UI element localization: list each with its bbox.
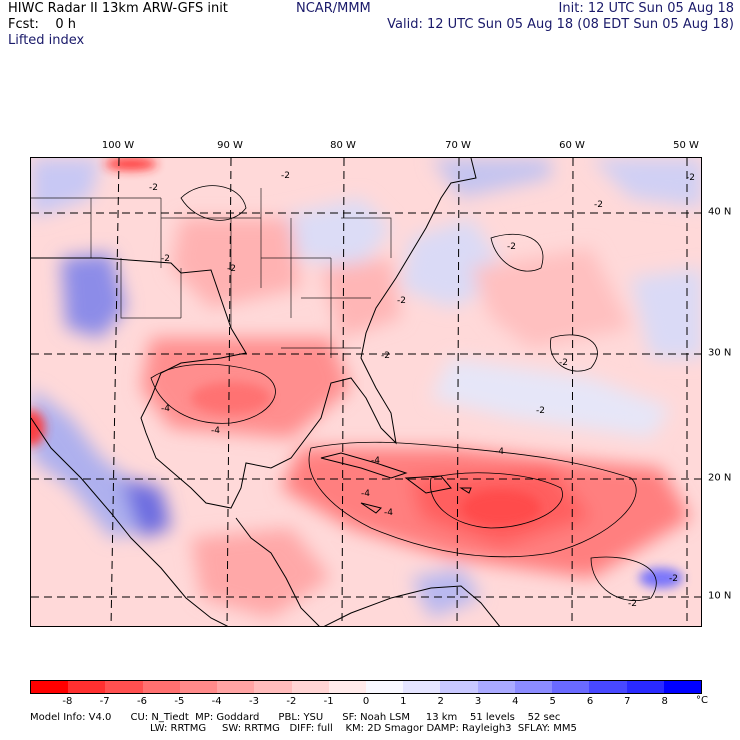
model-info-line1: Model Info: V4.0 CU: N_Tiedt MP: Goddard… (30, 712, 561, 723)
state-borders (31, 188, 392, 358)
graticule (31, 158, 701, 626)
lat-label-20n: 20 N (708, 472, 732, 484)
contour-label: -4 (495, 447, 504, 457)
colorbar-tick-label: -8 (62, 696, 73, 707)
valid-time: Valid: 12 UTC Sun 05 Aug 18 (08 EDT Sun … (387, 17, 734, 32)
colorbar-tick-label: 1 (400, 696, 407, 707)
contour-label-group: -2 -2 -2 -2 -2 -2 -2 -2 -2 -2 -4 -4 -4 -… (149, 171, 695, 609)
colorbar-bin (179, 681, 218, 693)
colorbar-tick-label: 6 (586, 696, 594, 707)
colorbar-bin (328, 681, 366, 693)
header-center: NCAR/MMM (296, 1, 371, 17)
colorbar-tick-label: -6 (137, 696, 147, 707)
lon-label-60w: 60 W (559, 140, 585, 151)
colorbar-bin (403, 681, 441, 693)
init-time: Init: 12 UTC Sun 05 Aug 18 (558, 1, 734, 16)
lat-label-40n: 40 N (708, 206, 732, 218)
contour-label: -2 (281, 171, 290, 181)
lon-label-80w: 80 W (330, 140, 356, 151)
colorbar-tick-label: 0 (362, 696, 370, 707)
header-left: HIWC Radar II 13km ARW-GFS init Fcst: 0 h… (8, 1, 228, 49)
colorbar-tick-label: -3 (249, 696, 259, 707)
colorbar-tick-label: 2 (437, 696, 444, 707)
colorbar-bin (663, 681, 701, 693)
colorbar-bin (105, 681, 143, 693)
colorbar-bin (291, 681, 329, 693)
lat-label-30n: 30 N (708, 347, 732, 359)
contour-label: -2 (149, 183, 158, 193)
colorbar-tick-label: 5 (549, 696, 556, 707)
contour-label: -2 (227, 264, 236, 274)
colorbar-tick-label: 4 (512, 696, 519, 707)
contour-label: -2 (161, 254, 170, 264)
model-info-line2: LW: RRTMG SW: RRTMG DIFF: full KM: 2D Sm… (150, 723, 577, 734)
contour-label: -2 (536, 406, 545, 416)
colorbar (30, 680, 702, 694)
lifted-index-map: -2 -2 -2 -2 -2 -2 -2 -2 -2 -2 -4 -4 -4 -… (31, 158, 701, 626)
field-hotspots (31, 158, 683, 588)
colorbar-bin (514, 681, 553, 693)
map-panel: -2 -2 -2 -2 -2 -2 -2 -2 -2 -2 -4 -4 -4 -… (30, 157, 702, 627)
contour-label: -2 (397, 296, 406, 306)
colorbar-bin (477, 681, 515, 693)
lon-label-50w: 50 W (673, 140, 699, 151)
colorbar-bin (142, 681, 180, 693)
coastlines (31, 158, 501, 626)
colorbar-bin (440, 681, 478, 693)
lon-label-100w: 100 W (101, 140, 135, 151)
field-name: Lifted index (8, 33, 85, 48)
header-right: Init: 12 UTC Sun 05 Aug 18 Valid: 12 UTC … (387, 1, 734, 33)
org-label: NCAR/MMM (296, 1, 371, 16)
colorbar-tick-label: -5 (174, 696, 185, 707)
colorbar-bin (552, 681, 590, 693)
colorbar-bin (217, 681, 255, 693)
colorbar-tick-label: -1 (323, 696, 334, 707)
contour-label: -2 (507, 242, 516, 252)
contour-label: -4 (211, 426, 220, 436)
contour-label: -4 (384, 508, 393, 518)
contour-label: -2 (686, 173, 695, 183)
colorbar-bin (254, 681, 292, 693)
contour-label: -2 (559, 358, 568, 368)
colorbar-tick-label: -2 (286, 696, 297, 707)
colorbar-tick-label: -4 (211, 696, 222, 707)
contour-label: -2 (628, 599, 637, 609)
colorbar-tick-label: -7 (99, 696, 110, 707)
contour-label: -4 (371, 456, 380, 466)
lon-label-90w: 90 W (217, 140, 243, 151)
colorbar-bin (31, 681, 69, 693)
lat-label-10n: 10 N (708, 590, 732, 602)
colorbar-tick-label: 3 (474, 696, 482, 707)
contour-label: -2 (669, 574, 678, 584)
colorbar-bin (365, 681, 404, 693)
colorbar-tick-label: 8 (661, 696, 668, 707)
colorbar-tick-label: 7 (624, 696, 631, 707)
contour-label: -4 (361, 489, 370, 499)
colorbar-bin (626, 681, 664, 693)
model-title: HIWC Radar II 13km ARW-GFS init (8, 1, 228, 16)
contour-label: -4 (161, 404, 170, 414)
forecast-hour: Fcst: 0 h (8, 17, 77, 32)
colorbar-bin (589, 681, 627, 693)
lon-label-70w: 70 W (445, 140, 471, 151)
contour-label: -2 (381, 351, 390, 361)
contour-label: -2 (594, 200, 603, 210)
contours (150, 185, 657, 601)
colorbar-unit: °C (696, 695, 708, 706)
colorbar-bin (68, 681, 106, 693)
